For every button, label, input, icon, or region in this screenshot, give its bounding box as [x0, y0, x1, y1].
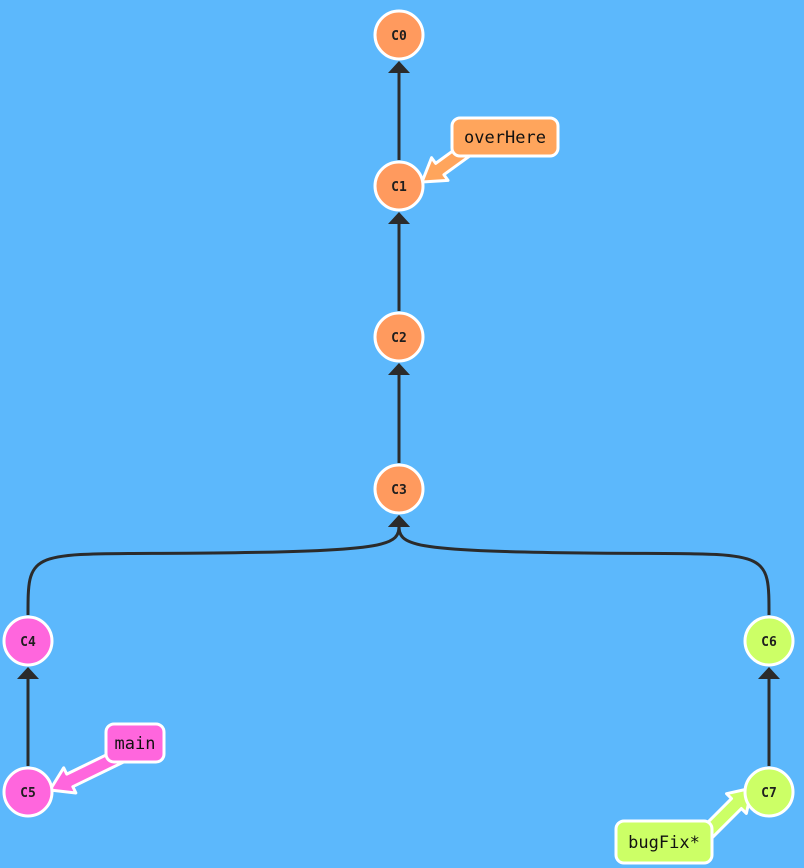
commit-c2[interactable]: C2 [373, 311, 425, 363]
arrowhead-C1-C0 [388, 61, 410, 73]
commits-layer: C0 C1 C2 C3 C4 C5 C6 C7 [2, 9, 795, 818]
arrowhead-C3-C2 [388, 363, 410, 375]
commit-node [2, 766, 54, 818]
commit-node [373, 311, 425, 363]
arrowhead-C6-C3 [388, 515, 410, 527]
branch-overhere[interactable]: overHere [420, 116, 560, 184]
branch-label-box-0 [450, 116, 560, 158]
edge-C6-C3 [397, 524, 771, 616]
commit-node [373, 160, 425, 212]
commit-id: C6 [761, 635, 777, 650]
branch-name: main [115, 734, 156, 754]
commit-id: C5 [20, 786, 36, 801]
commit-c7[interactable]: C7 [743, 766, 795, 818]
commit-node [373, 9, 425, 61]
arrowhead-C7-C6 [758, 667, 780, 679]
commit-node [743, 766, 795, 818]
commit-c5[interactable]: C5 [2, 766, 54, 818]
commit-id: C2 [391, 331, 407, 346]
branch-label-box-2 [614, 819, 714, 865]
arrowhead-C2-C1 [388, 212, 410, 224]
commit-c3[interactable]: C3 [373, 463, 425, 515]
commit-node [743, 615, 795, 667]
commit-c6[interactable]: C6 [743, 615, 795, 667]
commit-id: C3 [391, 483, 407, 498]
branch-name: overHere [464, 128, 546, 148]
branches-layer: overHere main bugFix* [48, 116, 754, 865]
commit-id: C7 [761, 786, 777, 801]
branch-main[interactable]: main [48, 722, 166, 795]
commit-node [2, 615, 54, 667]
commit-id: C4 [20, 635, 36, 650]
commit-c0[interactable]: C0 [373, 9, 425, 61]
commit-c4[interactable]: C4 [2, 615, 54, 667]
branch-arrow-1 [48, 748, 125, 795]
edges-layer [17, 61, 780, 766]
commit-id: C1 [391, 180, 407, 195]
commit-id: C0 [391, 29, 407, 44]
commit-node [373, 463, 425, 515]
branch-bugfix[interactable]: bugFix* [614, 786, 754, 865]
arrowhead-C5-C4 [17, 667, 39, 679]
commit-c1[interactable]: C1 [373, 160, 425, 212]
edge-C4-C3 [26, 524, 401, 616]
branch-name: bugFix* [628, 833, 700, 853]
branch-label-box-1 [104, 722, 166, 764]
